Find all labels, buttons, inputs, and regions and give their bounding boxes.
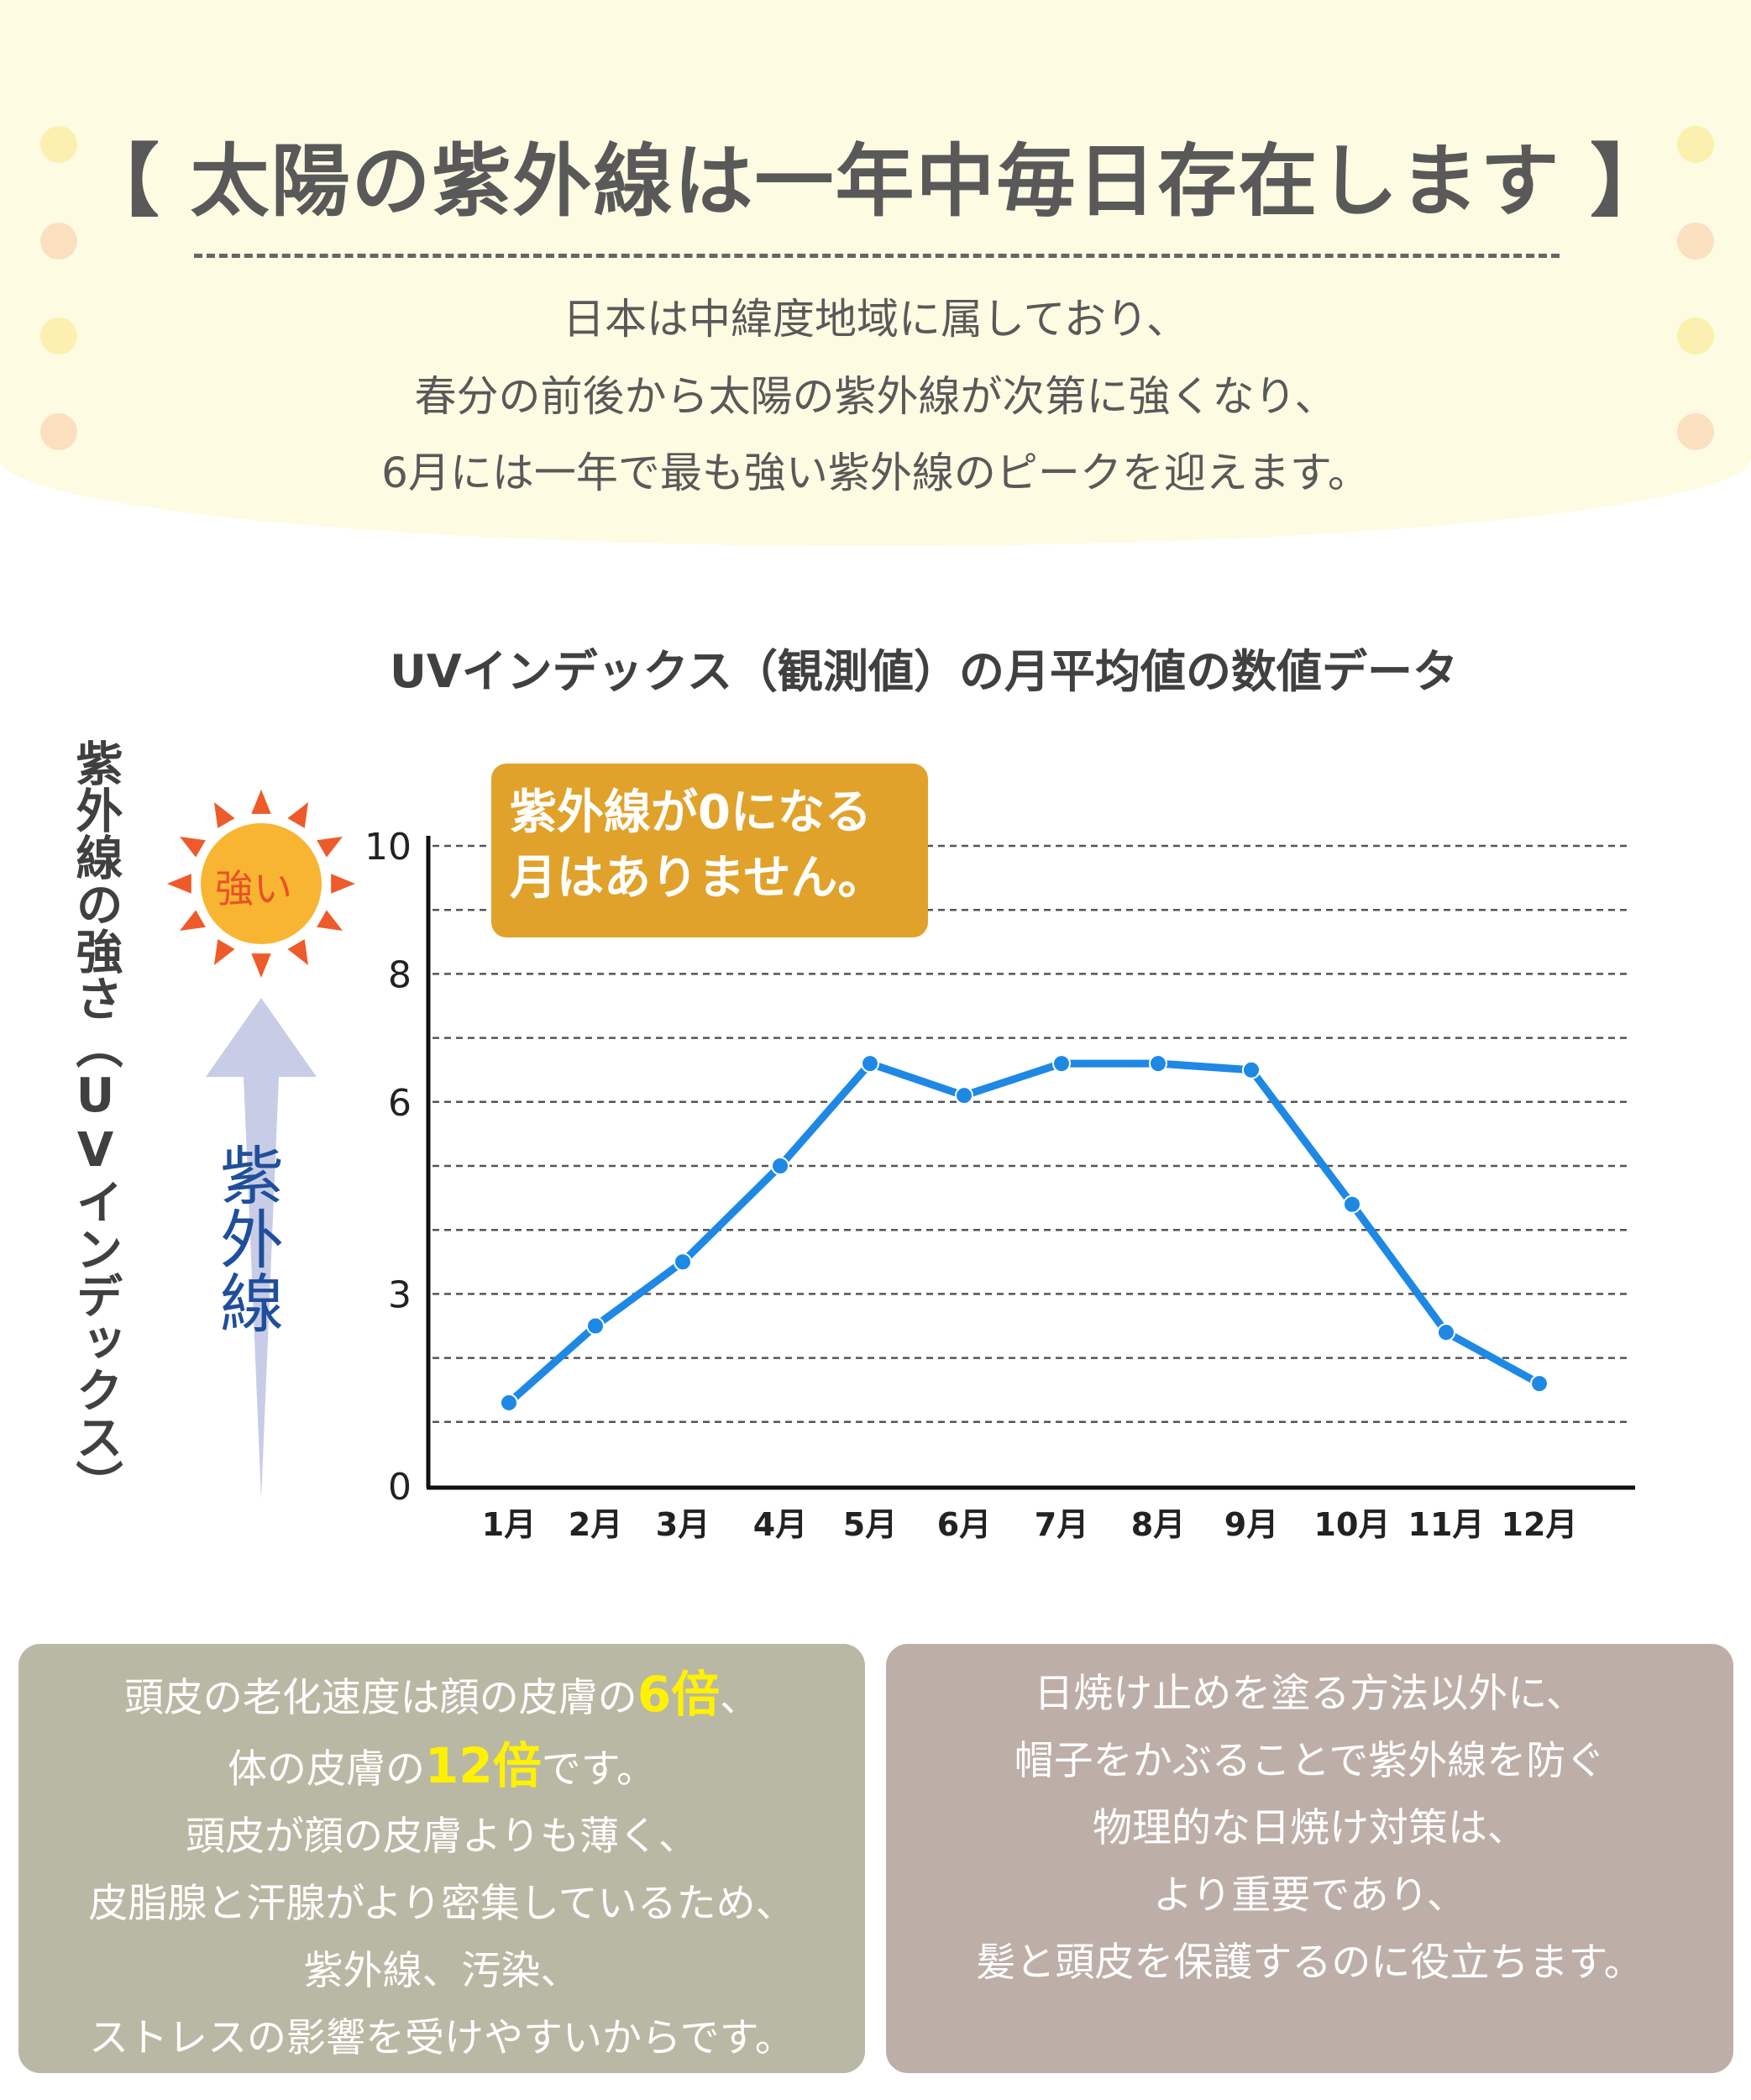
sun-ray [287,939,308,965]
callout-line: 月はありません。 [510,851,885,906]
x-tick-label: 2月 [569,1506,622,1543]
info-box-right: 日焼け止めを塗る方法以外に、 帽子をかぶることで紫外線を防ぐ 物理的な日焼け対策… [886,1644,1733,2073]
box-line: 頭皮の老化速度は顔の皮膚の6倍、 [18,1661,865,1732]
sun-icon [167,790,355,978]
x-tick-label: 8月 [1131,1506,1185,1543]
data-point [1149,1054,1167,1074]
box-line: 体の皮膚の12倍です。 [18,1732,865,1803]
intro-line: 6月には一年で最も強い紫外線のピークを迎えます。 [381,449,1370,497]
x-tick-label: 7月 [1035,1506,1088,1543]
divider [194,254,1560,258]
data-point [955,1086,973,1105]
y-tick-label: 3 [388,1273,412,1316]
box-line: 帽子をかぶることで紫外線を防ぐ [1014,1738,1606,1784]
sun-ray [180,910,206,931]
x-tick-label: 11月 [1408,1506,1485,1543]
intro-line: 日本は中緯度地域に属しており、 [563,295,1188,344]
series [500,1054,1549,1412]
x-tick-label: 12月 [1502,1506,1578,1543]
intro-line: 春分の前後から太陽の紫外線が次第に強くなり、 [414,372,1337,421]
x-tick-label: 3月 [656,1506,710,1543]
box-line: ストレスの影響を受けやすいからです。 [89,2015,794,2061]
text: です。 [541,1746,657,1793]
data-point [1242,1060,1261,1079]
box-line: 頭皮が顔の皮膚よりも薄く、 [185,1814,699,1860]
x-tick-label: 4月 [753,1506,807,1543]
text: 頭皮の老化速度は顔の皮膚の [123,1675,637,1721]
data-point [861,1054,879,1074]
data-point [500,1393,518,1412]
x-tick-label: 6月 [937,1506,991,1543]
data-point [1437,1323,1455,1342]
text: 体の皮膚の [227,1746,425,1793]
text: 、 [720,1675,760,1721]
decor-dot [40,318,77,354]
sun-body [201,823,322,944]
callout-box: 紫外線が0になる 月はありません。 [491,764,928,937]
sun-ray [287,802,308,828]
sun-label: 強い [215,866,292,911]
callout-line: 紫外線が0になる [510,785,872,840]
y-tick-label: 8 [388,953,412,996]
data-point [586,1316,605,1336]
x-tick-label: 10月 [1314,1506,1391,1543]
y-axis-label: 紫外線の強さ（UVインデックス） [68,739,123,1507]
box-line: 物理的な日焼け対策は、 [1093,1805,1527,1851]
box-line: 皮脂腺と汗腺がより密集しているため、 [88,1881,795,1927]
y-tick-label: 6 [388,1082,412,1125]
data-point [771,1157,789,1175]
sun-ray [180,837,206,858]
decor-dot [1677,318,1714,354]
up-arrow-icon [206,998,317,1499]
data-point [674,1252,692,1272]
y-tick-label: 10 [364,826,412,869]
decor-dot [40,413,77,450]
x-tick-label: 1月 [482,1506,536,1543]
decor-dot [1677,126,1714,163]
sun-ray [251,790,271,814]
highlight-text: 12倍 [424,1737,542,1794]
data-point [1052,1054,1071,1074]
uv-series-line [506,1059,1542,1406]
box-line: 髪と頭皮を保護するのに役立ちます。 [976,1940,1644,1986]
sun-ray [214,939,235,965]
sun-ray [317,837,343,858]
box-line: より重要であり、 [1153,1872,1466,1919]
decor-dot [40,223,77,260]
box-line: 紫外線、汚染、 [303,1948,580,1994]
data-point [1343,1194,1361,1214]
sun-ray [251,953,271,978]
sun-ray [331,874,355,894]
box-line: 日焼け止めを塗る方法以外に、 [1034,1671,1586,1717]
sun-ray [214,802,235,828]
x-tick-label: 9月 [1224,1506,1278,1543]
decor-dot [40,126,77,163]
header-background [0,0,1751,546]
arrow-label: 紫外線 [209,1142,284,1334]
info-box-left: 頭皮の老化速度は顔の皮膚の6倍、 体の皮膚の12倍です。 頭皮が顔の皮膚よりも薄… [18,1644,865,2073]
page-title: 【 太陽の紫外線は一年中毎日存在します 】 [80,136,1671,228]
decor-dot [1677,223,1714,260]
data-point [1530,1374,1549,1394]
chart-title: UVインデックス（観測値）の月平均値の数値データ [389,645,1459,698]
y-tick-label: 0 [388,1466,412,1509]
x-tick-label: 5月 [843,1506,897,1543]
grid: 0 3 6 8 10 1月 2月 3月 4月 5月 6月 7月 8月 9月 10月 11月 12月 [364,826,1631,1543]
sun-ray [317,910,343,931]
highlight-text: 6倍 [637,1666,721,1723]
sun-ray [167,874,191,894]
decor-dot [1677,413,1714,450]
